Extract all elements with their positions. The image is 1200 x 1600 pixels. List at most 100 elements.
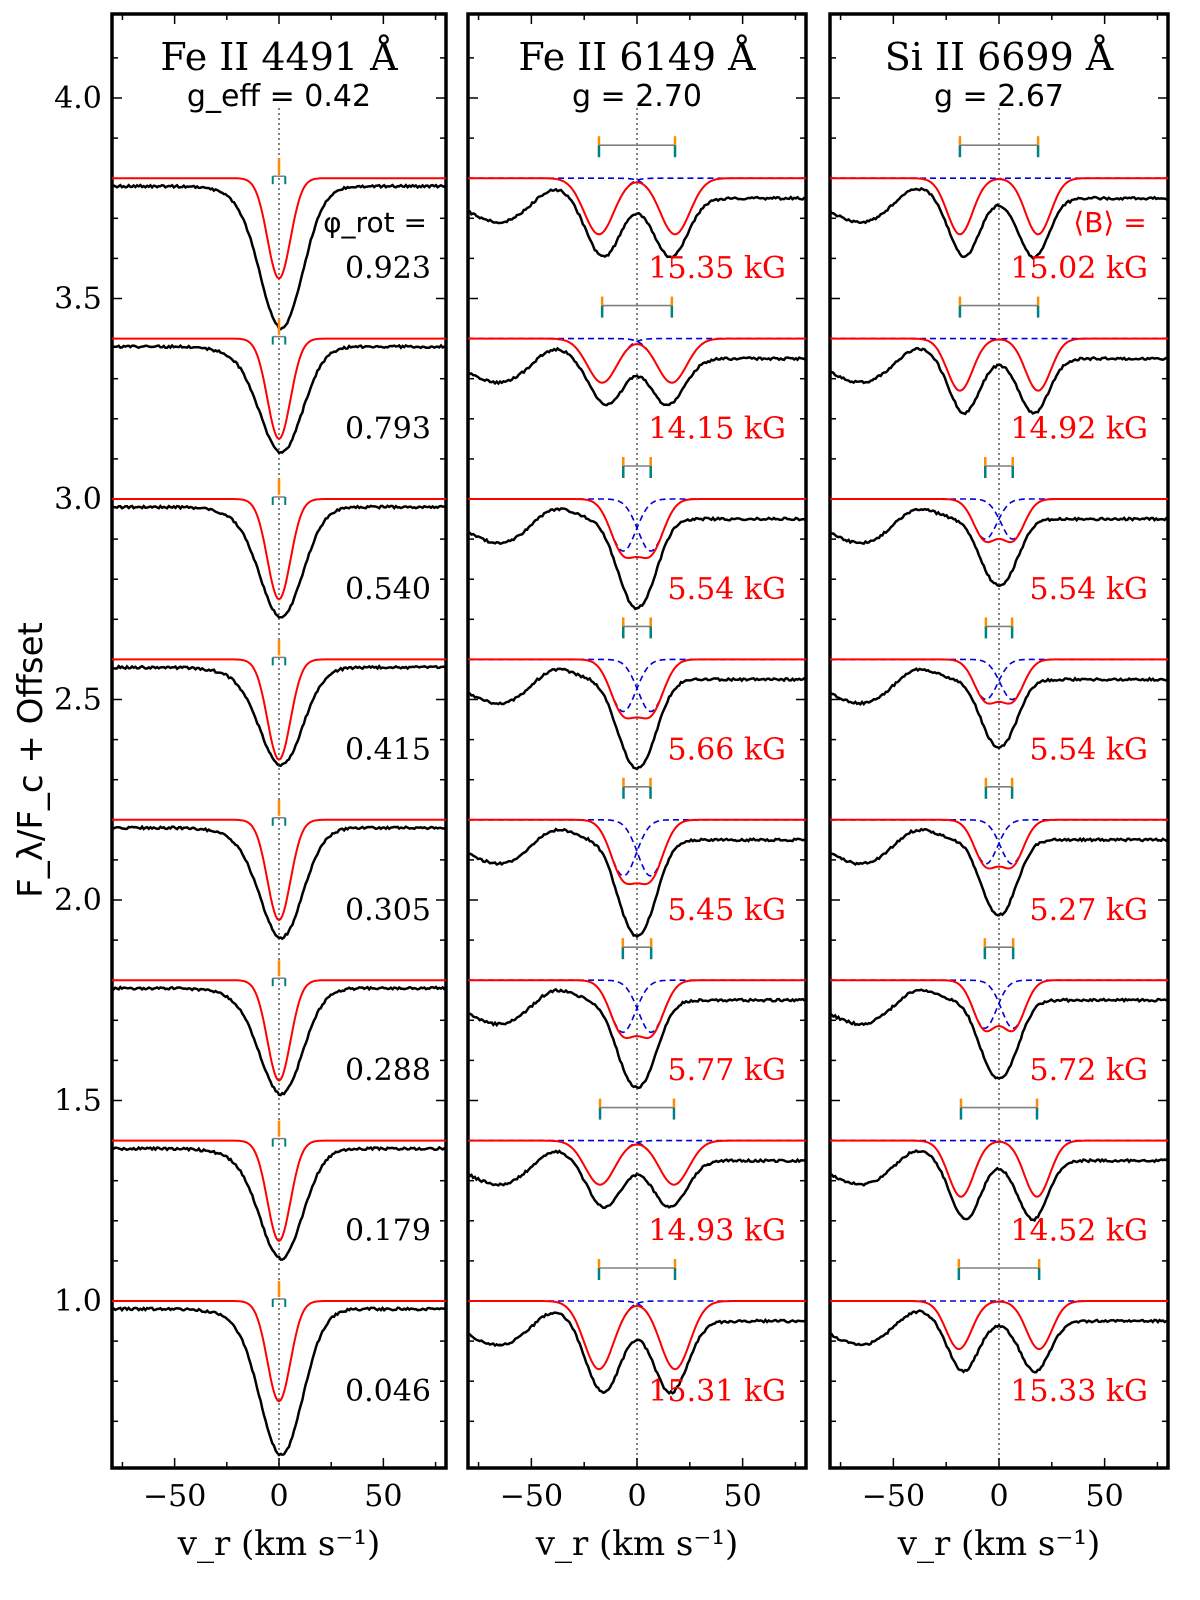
observed-spectrum — [829, 667, 1169, 750]
field-strength-label: 5.66 kG — [668, 732, 786, 767]
y-tick-label: 2.5 — [54, 683, 102, 718]
model-profile — [830, 337, 1168, 392]
panel-2 — [466, 12, 808, 1470]
field-strength-label: 5.77 kG — [668, 1053, 786, 1088]
phase-label: 0.540 — [345, 572, 431, 607]
phase-label: 0.179 — [345, 1214, 431, 1249]
observed-spectrum — [111, 1305, 447, 1457]
panel-subtitle: g_eff = 0.42 — [187, 79, 371, 114]
x-tick-label: −50 — [862, 1479, 925, 1514]
model-profile — [112, 818, 446, 922]
x-tick-label: −50 — [500, 1479, 563, 1514]
model-profile — [830, 818, 1168, 870]
x-tick-label: −50 — [143, 1479, 206, 1514]
x-axis-label: v_r (km s⁻¹) — [897, 1524, 1100, 1564]
model-profile — [112, 337, 446, 441]
model-profile — [112, 1139, 446, 1243]
panel-title: Fe II 4491 Å — [160, 35, 398, 79]
phase-label: 0.415 — [345, 732, 431, 767]
panel-subtitle: g = 2.70 — [572, 79, 702, 114]
observed-spectrum — [111, 504, 447, 619]
x-tick-label: 50 — [364, 1479, 402, 1514]
observed-spectrum — [829, 347, 1169, 416]
observed-spectrum — [829, 988, 1169, 1080]
x-tick-label: 50 — [1086, 1479, 1124, 1514]
panel-3 — [828, 12, 1170, 1470]
field-strength-label: 15.33 kG — [1010, 1374, 1148, 1409]
component-profile — [830, 819, 1168, 865]
field-strength-label: 5.72 kG — [1030, 1053, 1148, 1088]
model-profile — [830, 979, 1168, 1033]
model-profile — [830, 1139, 1168, 1198]
x-tick-label: 0 — [269, 1479, 288, 1514]
panel-subtitle: g = 2.67 — [934, 79, 1064, 114]
y-tick-label: 1.5 — [54, 1084, 102, 1119]
model-profile — [112, 177, 446, 280]
observed-spectrum — [829, 1309, 1169, 1374]
observed-spectrum — [829, 507, 1169, 588]
observed-spectrum — [467, 667, 807, 771]
observed-spectrum — [111, 1145, 447, 1261]
field-strength-label: 15.02 kG — [1010, 251, 1148, 286]
model-profile — [468, 337, 806, 384]
observed-spectrum — [467, 1311, 807, 1396]
phase-label-heading: φ_rot = — [323, 206, 427, 239]
phase-label: 0.288 — [345, 1053, 431, 1088]
observed-spectrum — [467, 346, 807, 407]
field-strength-label: 14.93 kG — [648, 1214, 786, 1249]
observed-spectrum — [467, 827, 807, 939]
model-profile — [112, 658, 446, 761]
phase-label: 0.793 — [345, 412, 431, 447]
observed-spectrum — [467, 507, 807, 611]
field-strength-label: 5.54 kG — [668, 572, 786, 607]
model-profile — [830, 498, 1168, 544]
x-axis-label: v_r (km s⁻¹) — [177, 1524, 380, 1564]
x-tick-label: 0 — [627, 1479, 646, 1514]
observed-spectrum — [829, 1149, 1169, 1223]
observed-spectrum — [466, 1149, 807, 1209]
model-profile — [468, 1139, 806, 1186]
observed-spectrum — [467, 187, 807, 259]
y-tick-label: 3.5 — [54, 282, 102, 317]
panel-title: Si II 6699 Å — [885, 35, 1114, 79]
model-profile — [468, 1300, 806, 1371]
field-strength-label: 15.35 kG — [648, 251, 786, 286]
field-strength-label: 5.27 kG — [1030, 893, 1148, 928]
panel-1 — [110, 12, 448, 1470]
x-tick-label: 50 — [724, 1479, 762, 1514]
model-profile — [468, 658, 806, 720]
y-tick-label: 4.0 — [54, 81, 102, 116]
component-profile — [468, 177, 806, 235]
y-tick-label: 1.0 — [54, 1284, 102, 1319]
field-strength-label: 14.52 kG — [1010, 1214, 1148, 1249]
observed-spectrum — [828, 186, 1169, 260]
phase-label: 0.046 — [345, 1374, 431, 1409]
phase-label: 0.923 — [345, 251, 431, 286]
y-tick-label: 2.0 — [54, 883, 102, 918]
component-profile — [468, 177, 806, 235]
observed-spectrum — [467, 987, 807, 1090]
field-strength-label: 5.54 kG — [1030, 572, 1148, 607]
model-profile — [112, 979, 446, 1082]
observed-spectrum — [829, 827, 1169, 917]
model-profile — [468, 177, 806, 236]
observed-spectrum — [111, 824, 447, 941]
observed-spectrum — [111, 664, 447, 768]
y-tick-label: 3.0 — [54, 482, 102, 517]
field-strength-label: 5.45 kG — [668, 893, 786, 928]
y-axis-label: F_λ/F_c + Offset — [11, 622, 51, 898]
field-strength-label: 14.15 kG — [648, 412, 786, 447]
model-profile — [468, 498, 806, 560]
panel-title: Fe II 6149 Å — [518, 35, 756, 79]
phase-label: 0.305 — [345, 893, 431, 928]
model-profile — [830, 658, 1168, 705]
field-strength-label: 5.54 kG — [1030, 732, 1148, 767]
x-axis-label: v_r (km s⁻¹) — [535, 1524, 738, 1564]
model-profile — [112, 1300, 446, 1403]
x-tick-label: 0 — [989, 1479, 1008, 1514]
field-strength-label: 14.92 kG — [1010, 412, 1148, 447]
observed-spectrum — [111, 985, 447, 1097]
model-profile — [830, 1300, 1168, 1351]
field-label-heading: ⟨B⟩ = — [1073, 206, 1146, 239]
